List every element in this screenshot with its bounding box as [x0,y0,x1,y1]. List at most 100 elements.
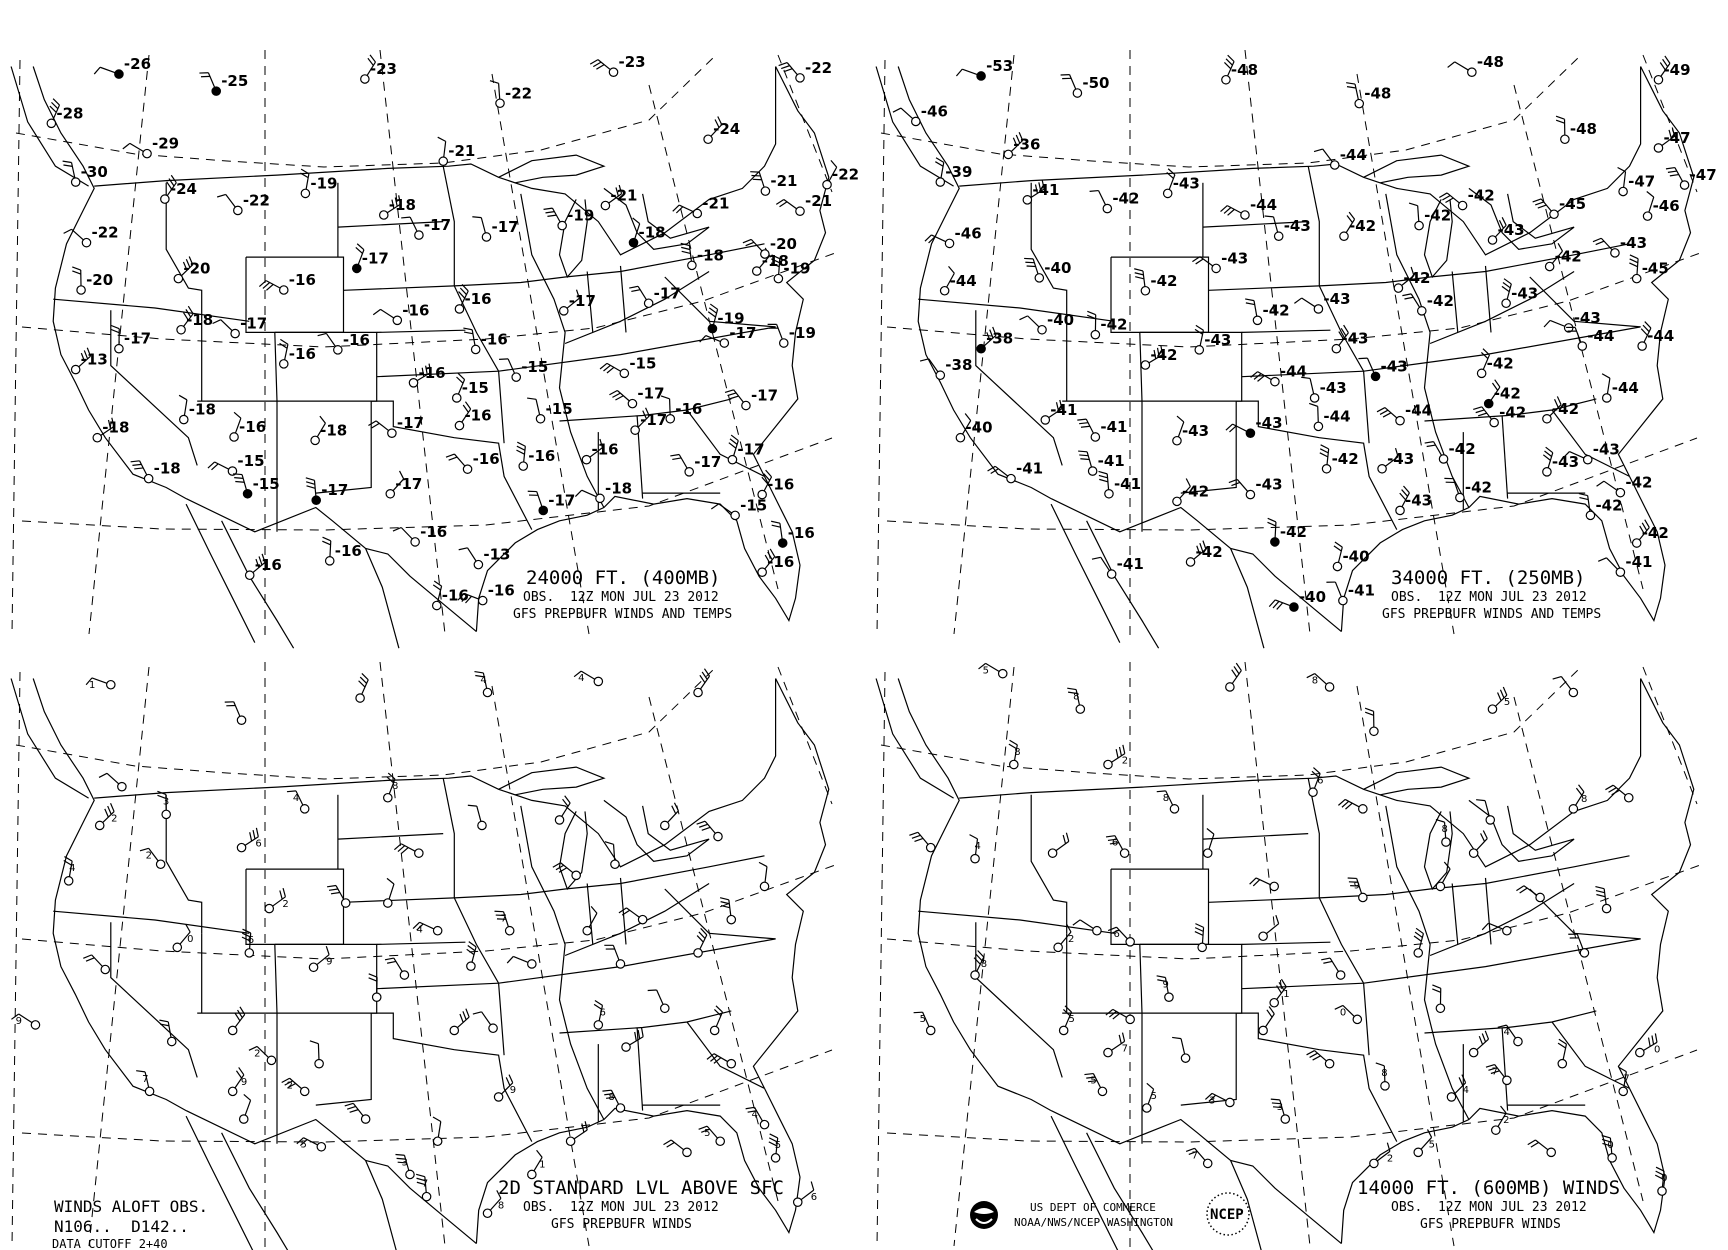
station-circle [408,378,419,388]
station-plot: -15 [710,496,767,521]
station-circle [166,1036,177,1047]
wind-barb-feather [612,392,621,398]
station-circle [715,1136,725,1147]
wind-barb-feather [1345,802,1353,810]
station-temperature: -38 [986,330,1013,348]
wind-barb-feather [474,670,484,674]
boundary-canada [959,66,1642,256]
station-plot: -42 [1438,187,1495,211]
wind-barb-feather [1202,540,1207,550]
wind-barb-feather [122,142,131,150]
station-temperature: -17 [637,385,664,403]
station-temperature: -53 [986,57,1013,75]
graticule-line [15,668,715,780]
station-plot: -53 [955,57,1013,81]
wind-barb-feather [1156,975,1166,979]
station-plot: -48 [1447,53,1504,77]
station-circle [1635,1047,1645,1058]
basemap [875,661,1704,1250]
station-temperature: -42 [1552,400,1579,418]
station-plot [1435,861,1451,892]
station-temperature: -42 [1262,301,1289,319]
title-block-surface: 2D STANDARD LVL ABOVE SFC OBS. 12Z MON J… [498,1177,784,1232]
boundary-l42 [1319,855,1630,899]
wind-barb-feather [1080,458,1090,461]
station-plot: 6 [1105,835,1130,858]
station-temperature: -43 [1173,174,1200,192]
station-plot [554,795,571,825]
boundary-wy [1110,868,1210,945]
station-plot: 7 [1103,1032,1128,1058]
wind-barb-feather [1334,541,1343,548]
wind-barb-feather [386,960,397,964]
wind-barb-feather [1266,1009,1273,1018]
wind-barb-feather [1245,302,1255,306]
wind-barb-feather [1098,474,1108,479]
station-temperature: -48 [1477,53,1504,71]
station-circle [558,306,569,316]
wind-barb-feather [1188,1150,1198,1155]
station-wind-speed: 2 [1387,1153,1393,1164]
station-plot: -40 [1332,541,1370,572]
station-circle [619,368,630,379]
station-temperature: -16 [420,523,447,541]
station-circle [242,488,253,499]
boundary-tx [371,1012,533,1142]
wind-barb-feather [1156,347,1160,357]
station-wind-speed: 5 [1151,1091,1157,1102]
station-plot [1225,662,1242,692]
boundary-gulf [1340,476,1666,632]
wind-barb-feather [1245,298,1255,302]
wind-barb-feather [1066,923,1072,933]
wind-barb-feather [243,1093,251,1101]
station-circle [939,285,950,296]
station-temperature: -43 [1405,491,1432,509]
station-temperature: -41 [1032,181,1059,199]
station-circle [1289,602,1299,612]
station-circle [477,820,487,831]
wind-barb-feather [964,413,972,421]
boundary-south [1424,1010,1597,1034]
boundary-nm [1180,401,1237,494]
station-circle [155,859,166,870]
station-circle [493,1092,504,1102]
station-plot: -21 [750,171,798,196]
wind-barb-feather [1490,1070,1500,1075]
station-plot [1072,919,1102,936]
station-circle [1657,1186,1667,1196]
station-plot: -43 [1172,415,1209,446]
station-plot: 0 [1654,1166,1667,1196]
wind-barb-feather [1087,314,1096,320]
station-wind-speed: 5 [704,1128,710,1139]
station-temperature: -18 [605,479,632,497]
wind-barb-feather [1196,545,1201,555]
station-temperature: -43 [1255,414,1282,432]
wind-barb-feather [1555,115,1565,120]
station-circle [264,903,275,914]
station-plot [394,843,424,858]
station-plot: 6 [236,827,262,853]
station-plot: 6 [792,1181,817,1207]
wind-barb-feather [1501,217,1507,226]
boundary-ga [1551,409,1630,477]
wind-barb-feather [810,1181,815,1191]
station-temperature: -40 [1047,311,1074,329]
wind-barb-feather [992,326,997,336]
panel-400mb [10,49,839,649]
wind-barb-feather [596,64,605,70]
wind-barb-feather [445,453,455,458]
station-circle [114,343,124,354]
wind-barb-feather [107,419,112,429]
station-wind-speed: 6 [1317,776,1323,787]
station-circle [1221,74,1231,85]
wind-barb-feather [1038,182,1042,192]
station-plot [1047,832,1070,858]
wind-barb-feather [599,438,604,448]
station-circle [1240,210,1250,220]
station-temperature: -47 [1663,129,1690,147]
wind-barb-feather [543,207,553,210]
wind-barb-feather [1629,254,1639,260]
wind-barb-feather [660,395,670,400]
station-plot [693,927,708,958]
wind-barb-feather [1146,1082,1155,1090]
